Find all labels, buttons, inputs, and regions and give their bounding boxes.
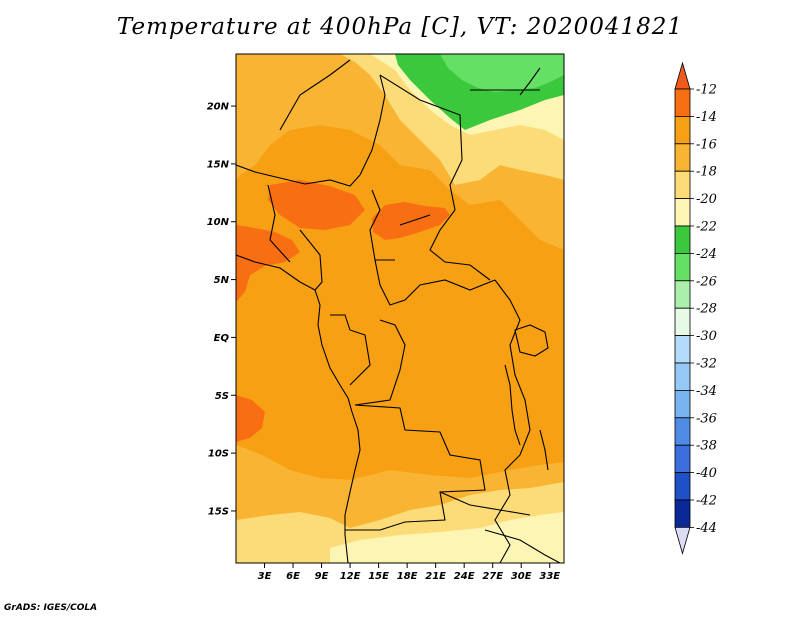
lake-victoria bbox=[514, 324, 549, 357]
colorbar-label: -40 bbox=[696, 466, 717, 481]
lon-tick-label: 24E bbox=[454, 571, 475, 582]
lon-tick-label: 3E bbox=[258, 571, 272, 582]
colorbar-bin bbox=[674, 170, 691, 199]
colorbar-label: -20 bbox=[696, 192, 717, 207]
lon-tick-label: 18E bbox=[397, 571, 418, 582]
colorbar-bin bbox=[674, 198, 691, 227]
red-sea-coast bbox=[519, 67, 541, 96]
lat-tick-label: 20N bbox=[207, 102, 230, 113]
map-title: Temperature at 400hPa [C], VT: 202004182… bbox=[116, 14, 684, 40]
border-southern-africa bbox=[439, 491, 561, 563]
longitude-axis: 3E 6E 9E 12E 15E 18E 21E 24E 27E 30E 33E bbox=[258, 563, 560, 582]
border-congo bbox=[330, 314, 406, 406]
colorbar-label: -34 bbox=[696, 384, 717, 399]
lon-tick-label: 6E bbox=[286, 571, 300, 582]
colorbar-bottom-arrow bbox=[674, 527, 691, 555]
contour-band-12-14-coast bbox=[236, 225, 300, 302]
contour-band-20-22-south bbox=[330, 512, 564, 563]
lon-tick-label: 33E bbox=[539, 571, 560, 582]
colorbar-bin bbox=[674, 335, 691, 364]
colorbar-label: -38 bbox=[696, 439, 717, 454]
colorbar-bin bbox=[674, 444, 691, 474]
contour-band-12-14-atlantic bbox=[236, 395, 265, 442]
colorbar-bin bbox=[674, 143, 691, 172]
lon-tick-label: 27E bbox=[482, 571, 503, 582]
colorbar-bin bbox=[674, 472, 691, 501]
colorbar-label: -14 bbox=[696, 110, 717, 125]
country-borders bbox=[236, 59, 561, 563]
lat-tick-label: 5S bbox=[215, 391, 229, 402]
colorbar-top-arrow bbox=[674, 61, 691, 90]
temperature-contours bbox=[236, 54, 564, 563]
lat-tick-label: 10N bbox=[207, 217, 230, 228]
lon-tick-label: 12E bbox=[340, 571, 361, 582]
colorbar-bin bbox=[674, 88, 691, 117]
lon-tick-label: 30E bbox=[511, 571, 532, 582]
lon-tick-label: 9E bbox=[315, 571, 329, 582]
colorbar-label: -22 bbox=[696, 220, 717, 235]
colorbar-bin bbox=[674, 252, 691, 282]
colorbar-label: -28 bbox=[696, 302, 717, 317]
colorbar-bin bbox=[674, 499, 691, 528]
map-frame bbox=[235, 53, 565, 564]
contour-band-24-26 bbox=[440, 54, 564, 92]
colorbar-bin bbox=[674, 225, 691, 254]
colorbar-label: -16 bbox=[696, 137, 717, 152]
border-car-drc bbox=[374, 259, 496, 306]
colorbar-bin bbox=[674, 307, 691, 337]
lat-tick-label: EQ bbox=[214, 333, 230, 344]
latitude-axis: 20N 15N 10N 5N EQ 5S 10S 15S bbox=[207, 102, 236, 517]
colorbar-label: -42 bbox=[696, 494, 717, 509]
border-libya-egypt bbox=[279, 59, 540, 161]
lon-tick-label: 15E bbox=[368, 571, 389, 582]
border-chad bbox=[359, 74, 395, 261]
border-sudan bbox=[399, 159, 491, 281]
lat-tick-label: 15S bbox=[208, 506, 229, 517]
colorbar: -12 -14 -16 -18 -20 -22 -24 -26 -28 -30 -32 -34 -36 -… bbox=[674, 61, 717, 555]
colorbar-label: -36 bbox=[696, 411, 717, 426]
colorbar-label: -30 bbox=[696, 329, 717, 344]
colorbar-label: -18 bbox=[696, 165, 717, 180]
colorbar-bin bbox=[674, 280, 691, 309]
border-angola bbox=[345, 404, 486, 531]
grads-credit: GrADS: IGES/COLA bbox=[4, 603, 98, 613]
lat-tick-label: 5N bbox=[214, 275, 230, 286]
colorbar-label: -32 bbox=[696, 357, 717, 372]
colorbar-bin bbox=[674, 362, 691, 391]
coastline bbox=[236, 254, 361, 563]
colorbar-label: -24 bbox=[696, 247, 717, 262]
colorbar-label: -12 bbox=[696, 83, 717, 98]
border-niger-nigeria bbox=[267, 184, 323, 291]
lat-tick-label: 10S bbox=[208, 449, 229, 460]
colorbar-bin bbox=[674, 116, 691, 145]
colorbar-bin bbox=[674, 417, 691, 446]
lake-malawi bbox=[539, 429, 549, 471]
border-east-africa bbox=[494, 279, 531, 563]
colorbar-label: -44 bbox=[696, 521, 717, 536]
border-west-africa bbox=[236, 164, 361, 187]
colorbar-label: -26 bbox=[696, 274, 717, 289]
lake-tanganyika bbox=[504, 364, 521, 446]
lat-tick-label: 15N bbox=[207, 159, 230, 170]
lon-tick-label: 21E bbox=[425, 571, 446, 582]
contour-band-12-14-central bbox=[268, 180, 365, 230]
colorbar-bin bbox=[674, 389, 691, 419]
